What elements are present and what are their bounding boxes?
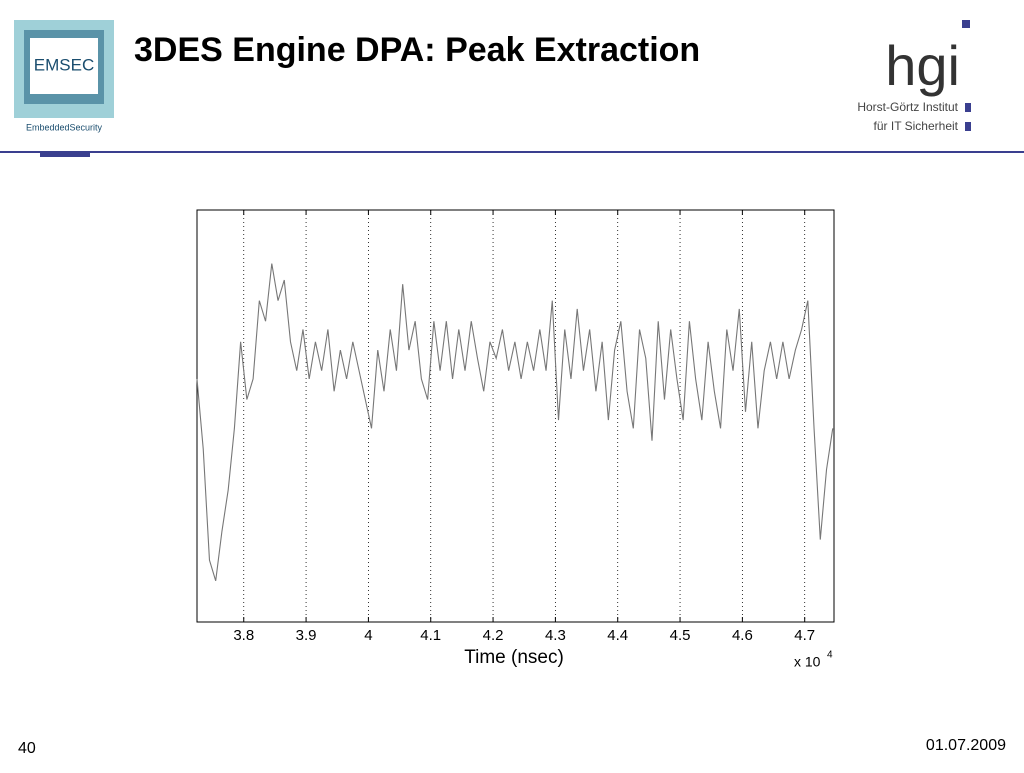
x-multiplier: x 10 <box>794 654 821 670</box>
page-number: 40 <box>18 740 36 757</box>
logo-right-dot <box>962 20 970 28</box>
logo-left-center <box>30 38 98 94</box>
plot-frame <box>196 209 835 623</box>
trace-line <box>196 263 834 581</box>
x-tick-label: 3.9 <box>296 627 317 644</box>
logo-left-text: EMSEC <box>34 55 94 74</box>
logo-right-mark <box>965 103 971 112</box>
slide-title: 3DES Engine DPA: Peak Extraction <box>134 31 700 69</box>
logo-right-text: hgi <box>885 34 960 97</box>
x-tick-label: 4.1 <box>420 627 441 644</box>
x-multiplier-exponent: 4 <box>827 650 833 661</box>
logo-right-line1: Horst-Görtz Institut <box>857 100 958 114</box>
x-axis-label: Time (nsec) <box>464 647 564 668</box>
x-tick-label: 4.6 <box>732 627 753 644</box>
logo-right-line2: für IT Sicherheit <box>874 119 959 133</box>
x-tick-label: 4.4 <box>607 627 628 644</box>
x-tick-label: 4.3 <box>545 627 566 644</box>
x-tick-label: 4.2 <box>483 627 504 644</box>
x-tick-label: 4.5 <box>670 627 691 644</box>
x-tick-label: 4 <box>364 627 372 644</box>
x-tick-label: 4.7 <box>794 627 815 644</box>
logo-left-caption: EmbeddedSecurity <box>26 122 103 132</box>
slide-date: 01.07.2009 <box>926 737 1006 754</box>
logo-right-mark <box>965 122 971 131</box>
x-tick-label: 3.8 <box>233 627 254 644</box>
header-accent <box>40 152 90 157</box>
